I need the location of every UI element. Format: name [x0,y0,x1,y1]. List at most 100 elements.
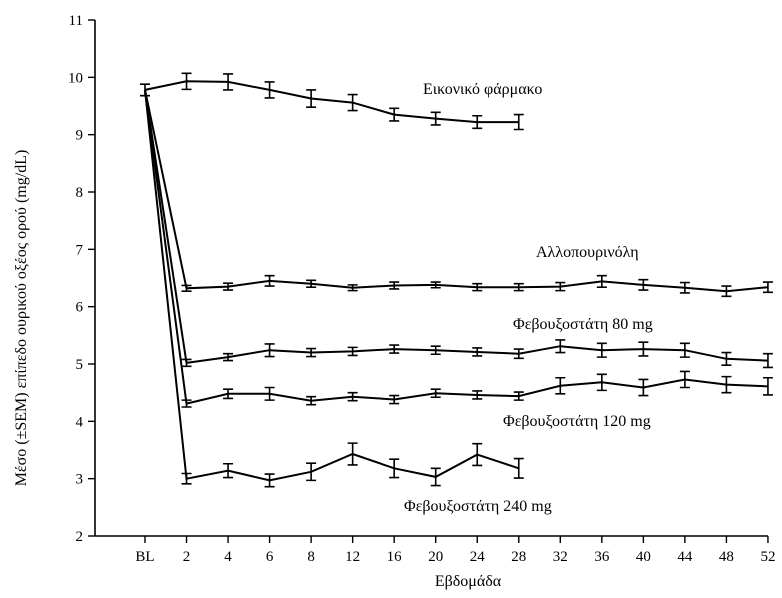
x-axis-title: Εβδομάδα [435,573,502,590]
error-bar [181,284,192,292]
error-bar [306,89,317,108]
error-bar [223,352,234,362]
error-bar [555,339,566,354]
error-bar [347,391,358,402]
x-tick-label: BL [135,549,154,565]
x-tick-label: 12 [345,549,360,565]
y-tick-label: 3 [76,472,84,488]
error-bar [762,281,773,294]
y-tick-label: 6 [76,300,84,316]
series-line [144,89,769,405]
error-bar [430,467,441,487]
error-bar [721,285,732,298]
y-axis-title: Μέσο (±SEM) επίπεδο ουρικού οξέος ορού (… [13,150,30,487]
series-label: Αλλοπουρινόλη [536,244,639,261]
error-bar [513,457,524,479]
error-bar [555,281,566,292]
error-bar [472,390,483,400]
series-2 [144,89,773,298]
x-tick-label: 52 [760,549,775,565]
series-line [144,89,769,365]
x-tick-label: 44 [677,549,693,565]
error-bar [430,345,441,356]
y-tick-label: 2 [76,529,84,545]
error-bar [389,344,400,354]
y-tick-label: 10 [68,70,83,86]
error-bar [306,279,317,288]
x-tick-label: 32 [553,549,568,565]
error-bar [389,107,400,122]
series-3 [144,89,773,369]
error-bar [347,284,358,292]
error-bar [430,388,441,399]
error-bar [306,462,317,482]
series-label: Εικονικό φάρμακο [423,81,542,98]
error-bar [430,281,441,289]
error-bar [721,351,732,366]
error-bar [264,473,275,488]
error-bar [347,346,358,357]
y-tick-label: 7 [76,242,84,258]
error-bar [513,348,524,360]
error-bar [472,442,483,467]
error-bar [679,281,690,294]
error-bar [762,352,773,369]
error-bar [513,113,524,131]
error-bar [181,472,192,485]
x-tick-label: 40 [636,549,651,565]
series-5 [144,89,524,488]
y-tick-label: 5 [76,357,84,373]
x-tick-label: 16 [387,549,403,565]
error-bar [389,394,400,405]
series-labels: Εικονικό φάρμακο Αλλοπουρινόλη Φεβουξοστάτ… [404,81,653,515]
y-tick-label: 8 [76,185,84,201]
x-tick-label: 4 [224,549,232,565]
x-tick-label: 36 [594,549,610,565]
error-bar [513,282,524,292]
error-bar [347,442,358,466]
y-tick-label: 9 [76,128,84,144]
series-line [144,89,520,482]
error-bar [472,347,483,357]
error-bar [223,388,234,400]
error-bar [223,282,234,291]
error-bar [306,395,317,406]
error-bar [596,274,607,288]
error-bar [430,111,441,126]
error-bar [306,347,317,358]
series-layer [140,72,773,488]
error-bar [389,281,400,290]
series-4 [144,89,773,408]
error-bar [264,386,275,401]
series-line [144,80,519,124]
error-bar [181,72,192,91]
x-tick-label: 24 [470,549,486,565]
series-1 [140,72,524,131]
error-bar [513,391,524,401]
error-bar [679,370,690,389]
x-tick-label: 8 [307,549,315,565]
error-bar [264,274,275,287]
error-bar [347,93,358,112]
x-tick-label: 20 [428,549,443,565]
error-bar [679,342,690,358]
error-bar [638,341,649,357]
error-bar [181,358,192,368]
error-bar [389,458,400,479]
error-bar [264,81,275,99]
error-bar [472,114,483,130]
x-tick-label: 48 [719,549,734,565]
error-bar [596,342,607,358]
series-line [144,89,769,293]
error-bar [181,399,192,408]
error-bar [472,282,483,292]
series-label: Φεβουξοστάτη 80 mg [513,316,653,333]
error-bar [762,376,773,396]
x-tick-label: 28 [511,549,526,565]
series-label: Φεβουξοστάτη 120 mg [503,413,651,430]
error-bar [223,462,234,479]
x-tick-label: 2 [183,549,191,565]
